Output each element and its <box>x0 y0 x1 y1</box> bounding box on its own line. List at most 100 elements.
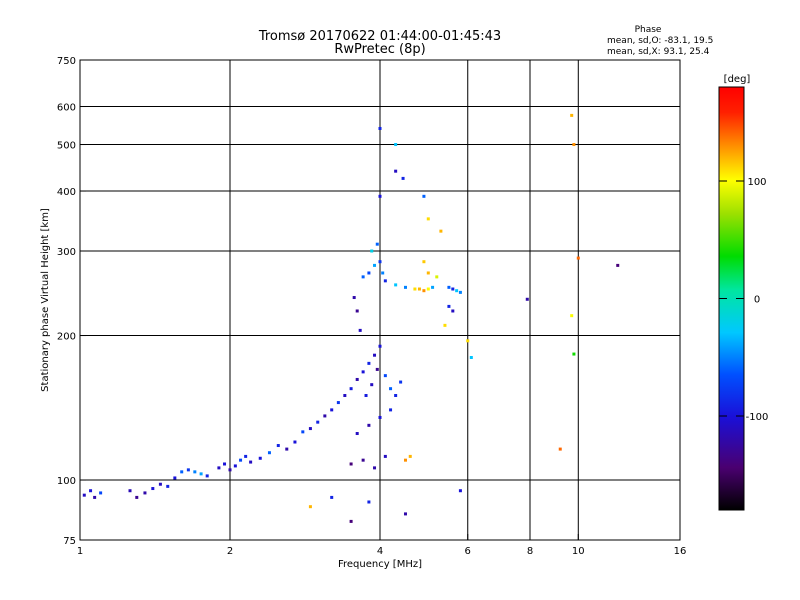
echo-point <box>361 370 365 374</box>
echo-point <box>217 466 221 470</box>
echo-point <box>451 287 455 291</box>
echo-point <box>525 297 529 301</box>
echo-point <box>572 352 576 356</box>
colorbar-tick-label: -100 <box>746 412 769 423</box>
chart-subtitle: RwPretec (8p) <box>334 42 425 57</box>
y-tick-label: 200 <box>57 332 76 343</box>
echo-point <box>308 505 312 509</box>
echo-point <box>426 287 430 291</box>
echo-point <box>426 271 430 275</box>
colorbar-tick-label: 100 <box>747 177 766 188</box>
echo-point <box>383 454 387 458</box>
echo-point <box>458 489 462 493</box>
colorbar-ticks: 100 0 -100 <box>719 177 768 423</box>
echo-point <box>343 394 347 398</box>
echo-point <box>323 414 327 418</box>
echo-point <box>403 512 407 516</box>
echo-point <box>394 143 398 147</box>
echo-point <box>401 176 405 180</box>
echo-point <box>469 355 473 359</box>
echo-point <box>439 229 443 233</box>
echo-point <box>186 468 190 472</box>
echo-point <box>370 249 374 253</box>
echo-point <box>355 377 359 381</box>
echo-point <box>361 275 365 279</box>
echo-point <box>413 287 417 291</box>
echo-point <box>285 447 289 451</box>
echo-point <box>378 260 382 264</box>
echo-point <box>223 462 227 466</box>
colorbar-label: [deg] <box>724 74 751 85</box>
echo-point <box>336 401 340 405</box>
echo-point <box>349 519 353 523</box>
grid <box>80 60 680 540</box>
echo-point <box>399 380 403 384</box>
echo-point <box>616 263 620 267</box>
echo-point <box>82 493 86 497</box>
y-tick-label: 600 <box>57 103 76 114</box>
echo-point <box>352 296 356 300</box>
echo-point <box>394 394 398 398</box>
echo-point <box>373 263 377 267</box>
echo-point <box>375 367 379 371</box>
echo-point <box>239 458 243 462</box>
echo-point <box>349 462 353 466</box>
echo-point <box>572 143 576 147</box>
x-tick-label: 16 <box>674 546 687 557</box>
y-tick-label: 500 <box>57 141 76 152</box>
axis-ticks: 1 2 4 6 8 10 16 75 100 200 300 400 500 600 750 <box>57 56 686 557</box>
y-tick-label: 400 <box>57 187 76 198</box>
echo-point <box>244 454 248 458</box>
echo-point <box>422 260 426 264</box>
echo-point <box>378 194 382 198</box>
echo-point <box>403 285 407 289</box>
echo-point <box>455 289 459 293</box>
echo-point <box>205 474 209 478</box>
x-tick-label: 4 <box>377 546 383 557</box>
echo-point <box>143 491 147 495</box>
phase-stats-title: Phase <box>635 25 662 35</box>
echo-point <box>367 271 371 275</box>
echo-point <box>431 285 435 289</box>
echo-point <box>135 495 139 499</box>
echo-point <box>99 491 103 495</box>
echo-point <box>458 290 462 294</box>
echo-point <box>258 456 262 460</box>
echo-point <box>330 495 334 499</box>
echo-point <box>358 328 362 332</box>
y-tick-label: 100 <box>57 476 76 487</box>
echo-point <box>378 126 382 130</box>
echo-point <box>267 451 271 455</box>
echo-point <box>570 314 574 318</box>
y-tick-label: 750 <box>57 56 76 67</box>
echo-point <box>394 283 398 287</box>
echo-point <box>426 217 430 221</box>
echo-point <box>93 495 97 499</box>
echo-point <box>316 420 320 424</box>
echo-point <box>422 289 426 293</box>
echo-point <box>89 489 93 493</box>
echo-point <box>375 242 379 246</box>
echo-point <box>447 304 451 308</box>
echo-point <box>166 484 170 488</box>
echo-point <box>435 275 439 279</box>
echo-point <box>389 408 393 412</box>
echo-point <box>378 344 382 348</box>
echo-point <box>422 194 426 198</box>
echo-point <box>451 309 455 313</box>
echo-point <box>361 458 365 462</box>
echo-point <box>308 427 312 431</box>
x-tick-label: 10 <box>572 546 585 557</box>
echo-point <box>355 309 359 313</box>
scatter-points <box>82 113 620 523</box>
echo-point <box>394 169 398 173</box>
echo-point <box>364 394 368 398</box>
echo-point <box>367 423 371 427</box>
echo-point <box>293 440 297 444</box>
echo-point <box>570 113 574 117</box>
echo-point <box>373 353 377 357</box>
echo-point <box>301 430 305 434</box>
x-tick-label: 6 <box>465 546 471 557</box>
echo-point <box>367 361 371 365</box>
